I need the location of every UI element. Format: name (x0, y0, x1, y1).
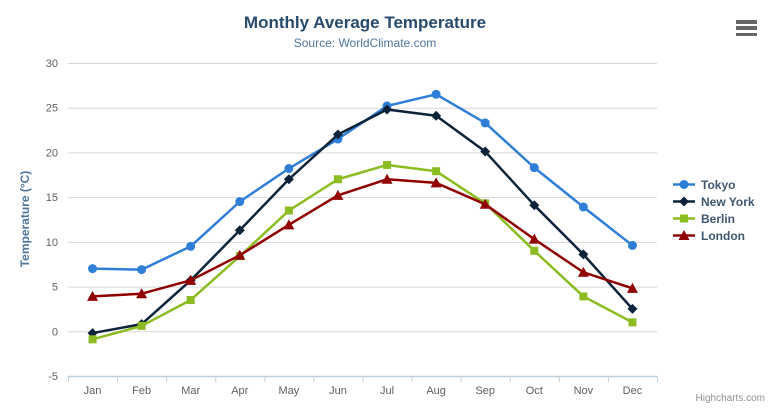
y-tick-label: 15 (46, 192, 58, 204)
point-london-may[interactable] (283, 219, 295, 230)
legend-marker-symbol[interactable] (679, 196, 689, 207)
point-new-york-dec[interactable] (627, 303, 638, 314)
point-london-nov[interactable] (577, 266, 589, 277)
point-london-oct[interactable] (528, 233, 540, 244)
x-tick-label: Aug (426, 385, 446, 397)
point-berlin-jun[interactable] (333, 175, 342, 184)
y-tick-label: -5 (48, 371, 58, 383)
point-new-york-jul[interactable] (382, 104, 393, 115)
x-tick-label: Jul (380, 385, 394, 397)
series-line-berlin[interactable] (91, 163, 634, 341)
legend-label: New York (701, 194, 755, 209)
point-berlin-oct[interactable] (530, 246, 539, 255)
hamburger-icon (736, 26, 757, 30)
export-menu-button[interactable] (736, 20, 758, 36)
series-line-london[interactable] (91, 178, 634, 298)
chart-subtitle: Source: WorldClimate.com (293, 36, 437, 50)
point-tokyo-apr[interactable] (235, 197, 245, 207)
chart-title: Monthly Average Temperature (243, 13, 487, 32)
point-tokyo-sep[interactable] (480, 118, 490, 128)
legend-marker-symbol[interactable] (679, 180, 689, 189)
point-berlin-jan[interactable] (88, 335, 97, 344)
x-tick-label: Nov (574, 385, 594, 397)
hamburger-icon (736, 32, 757, 36)
legend-marker-triangle-icon (673, 230, 695, 241)
x-tick-label: Jan (84, 385, 102, 397)
legend-item-tokyo[interactable]: Tokyo (672, 176, 755, 193)
point-new-york-jun[interactable] (332, 129, 343, 140)
x-tick-label: Oct (526, 385, 543, 397)
y-tick-label: 20 (46, 147, 58, 159)
y-tick-label: 30 (46, 58, 58, 70)
series-line-new-york[interactable] (91, 108, 634, 335)
point-berlin-feb[interactable] (137, 321, 146, 330)
x-tick-label: Dec (623, 385, 643, 397)
point-berlin-jul[interactable] (383, 160, 392, 169)
point-tokyo-mar[interactable] (186, 241, 196, 251)
series-line-tokyo[interactable] (91, 93, 634, 271)
legend-marker-square-icon (673, 214, 695, 223)
legend-item-berlin[interactable]: Berlin (672, 210, 755, 227)
hamburger-icon (736, 20, 757, 24)
point-new-york-oct[interactable] (529, 200, 540, 211)
x-tick-label: Feb (132, 385, 151, 397)
x-tick-label: Jun (329, 385, 347, 397)
point-london-jun[interactable] (332, 189, 344, 200)
point-london-mar[interactable] (185, 274, 197, 285)
x-tick-label: Mar (181, 385, 200, 397)
point-london-sep[interactable] (479, 198, 491, 209)
credits-link[interactable]: Highcharts.com (695, 393, 765, 404)
legend-item-new-york[interactable]: New York (672, 193, 755, 210)
point-new-york-may[interactable] (283, 174, 294, 185)
y-tick-label: 10 (46, 237, 58, 249)
x-tick-label: May (278, 385, 299, 397)
point-london-jan[interactable] (87, 290, 99, 301)
point-new-york-nov[interactable] (578, 249, 589, 260)
legend-label: Berlin (701, 211, 736, 226)
point-tokyo-oct[interactable] (529, 163, 539, 173)
point-london-dec[interactable] (626, 282, 638, 293)
point-london-feb[interactable] (136, 288, 148, 299)
series-tokyo[interactable] (88, 89, 637, 275)
point-tokyo-dec[interactable] (627, 240, 637, 250)
legend: Tokyo New York Berlin London (672, 176, 755, 244)
legend-label: Tokyo (701, 177, 736, 192)
x-tick-label: Sep (475, 385, 495, 397)
point-berlin-mar[interactable] (186, 295, 195, 304)
point-london-aug[interactable] (430, 177, 442, 188)
point-tokyo-feb[interactable] (137, 265, 147, 275)
point-berlin-aug[interactable] (432, 167, 441, 176)
legend-marker-diamond-icon (673, 196, 695, 207)
point-berlin-dec[interactable] (628, 318, 637, 327)
legend-marker-circle-icon (673, 180, 695, 189)
series-london[interactable] (87, 173, 638, 301)
point-tokyo-aug[interactable] (431, 89, 441, 99)
y-tick-label: 25 (46, 103, 58, 115)
point-new-york-aug[interactable] (431, 110, 442, 121)
point-tokyo-nov[interactable] (578, 202, 588, 212)
series-new-york[interactable] (87, 104, 638, 339)
point-london-jul[interactable] (381, 173, 393, 184)
point-new-york-apr[interactable] (234, 225, 245, 236)
legend-label: London (701, 228, 745, 243)
point-london-apr[interactable] (234, 249, 246, 260)
y-tick-label: 0 (52, 326, 58, 338)
y-tick-label: 5 (52, 282, 58, 294)
legend-marker-symbol[interactable] (680, 214, 688, 223)
point-berlin-may[interactable] (284, 206, 293, 215)
point-tokyo-may[interactable] (284, 164, 294, 174)
x-tick-label: Apr (231, 385, 248, 397)
legend-marker-symbol[interactable] (678, 230, 690, 241)
point-berlin-nov[interactable] (579, 292, 588, 301)
point-tokyo-jan[interactable] (88, 264, 98, 274)
legend-item-london[interactable]: London (672, 227, 755, 244)
y-axis-title: Temperature (°C) (18, 170, 32, 268)
point-new-york-sep[interactable] (480, 146, 491, 157)
